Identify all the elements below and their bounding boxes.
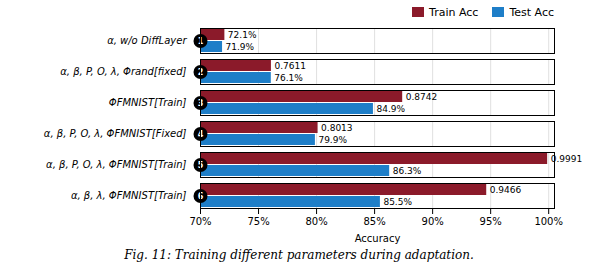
svg-text:72.1%: 72.1% [228,30,257,40]
svg-text:0.8013: 0.8013 [321,123,353,133]
svg-text:Accuracy: Accuracy [355,233,401,244]
svg-text:0.8742: 0.8742 [406,92,438,102]
html-text:Train Acc: Train Acc [429,5,479,19]
svg-text:0.7611: 0.7611 [274,61,306,71]
svg-text:α, β, P, O, λ, ΦFMNIST[Fixed]: α, β, P, O, λ, ΦFMNIST[Fixed] [44,128,187,139]
svg-text:85%: 85% [363,216,385,227]
svg-text:100%: 100% [534,216,563,227]
svg-text:0.9466: 0.9466 [490,185,522,195]
svg-text:84.9%: 84.9% [376,104,405,114]
svg-text:α, w/o DiffLayer: α, w/o DiffLayer [107,35,187,46]
svg-text:71.9%: 71.9% [226,42,255,52]
svg-text:75%: 75% [247,216,269,227]
svg-text:76.1%: 76.1% [274,73,303,83]
svg-text:5: 5 [197,160,204,170]
svg-text:4: 4 [197,129,204,139]
svg-text:α, β, P, O, λ, Φrand[fixed]: α, β, P, O, λ, Φrand[fixed] [60,66,186,77]
svg-text:79.9%: 79.9% [318,135,347,145]
svg-text:1: 1 [197,36,204,46]
svg-text:6: 6 [197,191,204,201]
svg-text:70%: 70% [189,216,211,227]
svg-text:95%: 95% [480,216,502,227]
svg-text:ΦFMNIST[Train]: ΦFMNIST[Train] [109,97,187,108]
svg-text:2: 2 [197,67,204,77]
svg-text:3: 3 [197,98,204,108]
svg-text:80%: 80% [305,216,327,227]
svg-text:α, β, λ, ΦFMNIST[Train]: α, β, λ, ΦFMNIST[Train] [71,190,187,201]
html-text:Fig. 11: Training different pa: Fig. 11: Training different parameters d… [124,248,474,262]
svg-text:90%: 90% [422,216,444,227]
svg-text:0.9991: 0.9991 [551,154,583,164]
html-text:Test Acc: Test Acc [509,5,554,19]
svg-text:85.5%: 85.5% [383,197,412,207]
svg-text:α, β, P, O, λ, ΦFMNIST[Train]: α, β, P, O, λ, ΦFMNIST[Train] [46,159,187,170]
svg-text:86.3%: 86.3% [393,166,422,176]
